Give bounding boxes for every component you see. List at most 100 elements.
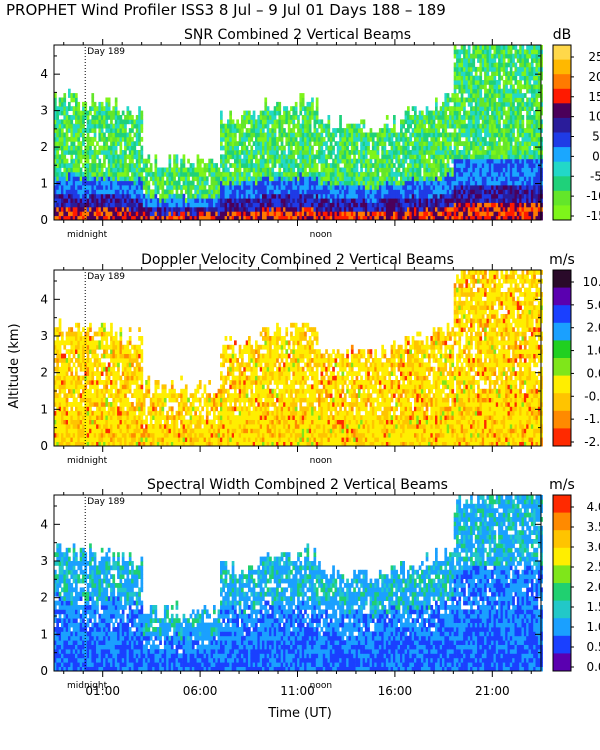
heatmap-cell [523, 84, 527, 90]
heatmap-cell [498, 180, 501, 186]
heatmap-cell [409, 171, 412, 177]
heatmap-cell [294, 132, 298, 138]
heatmap-cell [290, 119, 293, 125]
heatmap-cell [269, 150, 272, 155]
heatmap-cell [54, 132, 57, 138]
heatmap-cell [245, 206, 249, 212]
heatmap-cell [315, 97, 319, 103]
heatmap-cell [385, 163, 389, 168]
heatmap-cell [332, 171, 335, 177]
heatmap-cell [456, 106, 459, 111]
heatmap-cell [416, 211, 419, 217]
heatmap-cell [432, 215, 436, 221]
heatmap-cell [70, 150, 74, 155]
heatmap-cell [463, 101, 466, 107]
heatmap-cell [378, 132, 382, 138]
heatmap-cell [388, 193, 391, 199]
heatmap-cell [147, 215, 151, 221]
heatmap-cell [128, 180, 132, 186]
heatmap-cell [505, 180, 508, 186]
heatmap-cell [93, 123, 97, 129]
heatmap-cell [98, 198, 102, 203]
heatmap-cell [63, 176, 67, 182]
heatmap-cell [315, 163, 319, 168]
heatmap-cell [135, 193, 139, 199]
heatmap-cell [533, 45, 536, 50]
heatmap-cell [479, 154, 483, 160]
heatmap-cell [474, 53, 478, 59]
heatmap-cell [262, 132, 265, 138]
heatmap-cell [110, 150, 113, 155]
heatmap-cell [70, 198, 74, 203]
heatmap-cell [110, 180, 113, 186]
heatmap-cell [329, 150, 333, 155]
heatmap-cell [355, 215, 359, 221]
heatmap-cell [336, 150, 340, 155]
heatmap-cell [495, 180, 499, 186]
heatmap-cell [343, 171, 347, 177]
heatmap-cell [264, 97, 268, 103]
heatmap-cell [381, 193, 384, 199]
heatmap-cell [103, 132, 106, 138]
heatmap-cell [374, 185, 377, 190]
heatmap-cell [509, 80, 513, 85]
heatmap-cell [339, 189, 342, 195]
heatmap-cell [229, 110, 232, 116]
heatmap-cell [486, 101, 490, 107]
heatmap-cell [299, 97, 303, 103]
heatmap-cell [156, 185, 160, 190]
heatmap-cell [432, 167, 436, 173]
heatmap-cell [493, 66, 497, 72]
heatmap-cell [297, 128, 300, 133]
heatmap-cell [283, 145, 286, 151]
heatmap-cell [145, 180, 148, 186]
heatmap-cell [521, 180, 525, 186]
heatmap-cell [86, 198, 90, 203]
heatmap-cell [353, 198, 356, 203]
heatmap-cell [500, 115, 504, 120]
heatmap-cell [514, 163, 518, 168]
heatmap-cell [243, 141, 246, 146]
heatmap-cell [495, 189, 499, 195]
heatmap-cell [234, 158, 237, 164]
heatmap-cell [241, 185, 244, 190]
heatmap-cell [423, 128, 426, 133]
heatmap-cell [467, 58, 471, 63]
heatmap-cell [311, 171, 314, 177]
heatmap-cell [481, 206, 485, 212]
heatmap-cell [460, 132, 464, 138]
heatmap-cell [63, 211, 67, 217]
heatmap-cell [505, 115, 508, 120]
heatmap-cell [243, 145, 246, 151]
heatmap-cell [357, 150, 361, 155]
heatmap-cell [236, 171, 239, 177]
heatmap-cell [444, 119, 448, 125]
heatmap-cell [75, 128, 78, 133]
heatmap-cell [147, 198, 151, 203]
heatmap-cell [451, 180, 455, 186]
heatmap-cell [339, 154, 342, 160]
heatmap-cell [159, 215, 162, 221]
heatmap-cell [138, 119, 141, 125]
heatmap-cell [526, 84, 529, 90]
heatmap-cell [486, 49, 490, 55]
heatmap-cell [121, 150, 125, 155]
heatmap-cell [456, 171, 459, 177]
heatmap-cell [329, 202, 333, 208]
heatmap-cell [215, 180, 218, 186]
heatmap-cell [65, 198, 69, 203]
heatmap-cell [442, 154, 445, 160]
heatmap-cell [189, 163, 193, 168]
heatmap-cell [112, 211, 116, 217]
heatmap-cell [304, 106, 307, 111]
heatmap-cell [526, 158, 529, 164]
heatmap-cell [61, 171, 64, 177]
heatmap-cell [252, 110, 256, 116]
heatmap-cell [229, 180, 232, 186]
heatmap-cell [474, 75, 478, 81]
heatmap-cell [220, 202, 223, 208]
heatmap-cell [437, 110, 441, 116]
heatmap-cell [416, 185, 419, 190]
heatmap-cell [269, 145, 272, 151]
heatmap-cell [318, 176, 321, 182]
